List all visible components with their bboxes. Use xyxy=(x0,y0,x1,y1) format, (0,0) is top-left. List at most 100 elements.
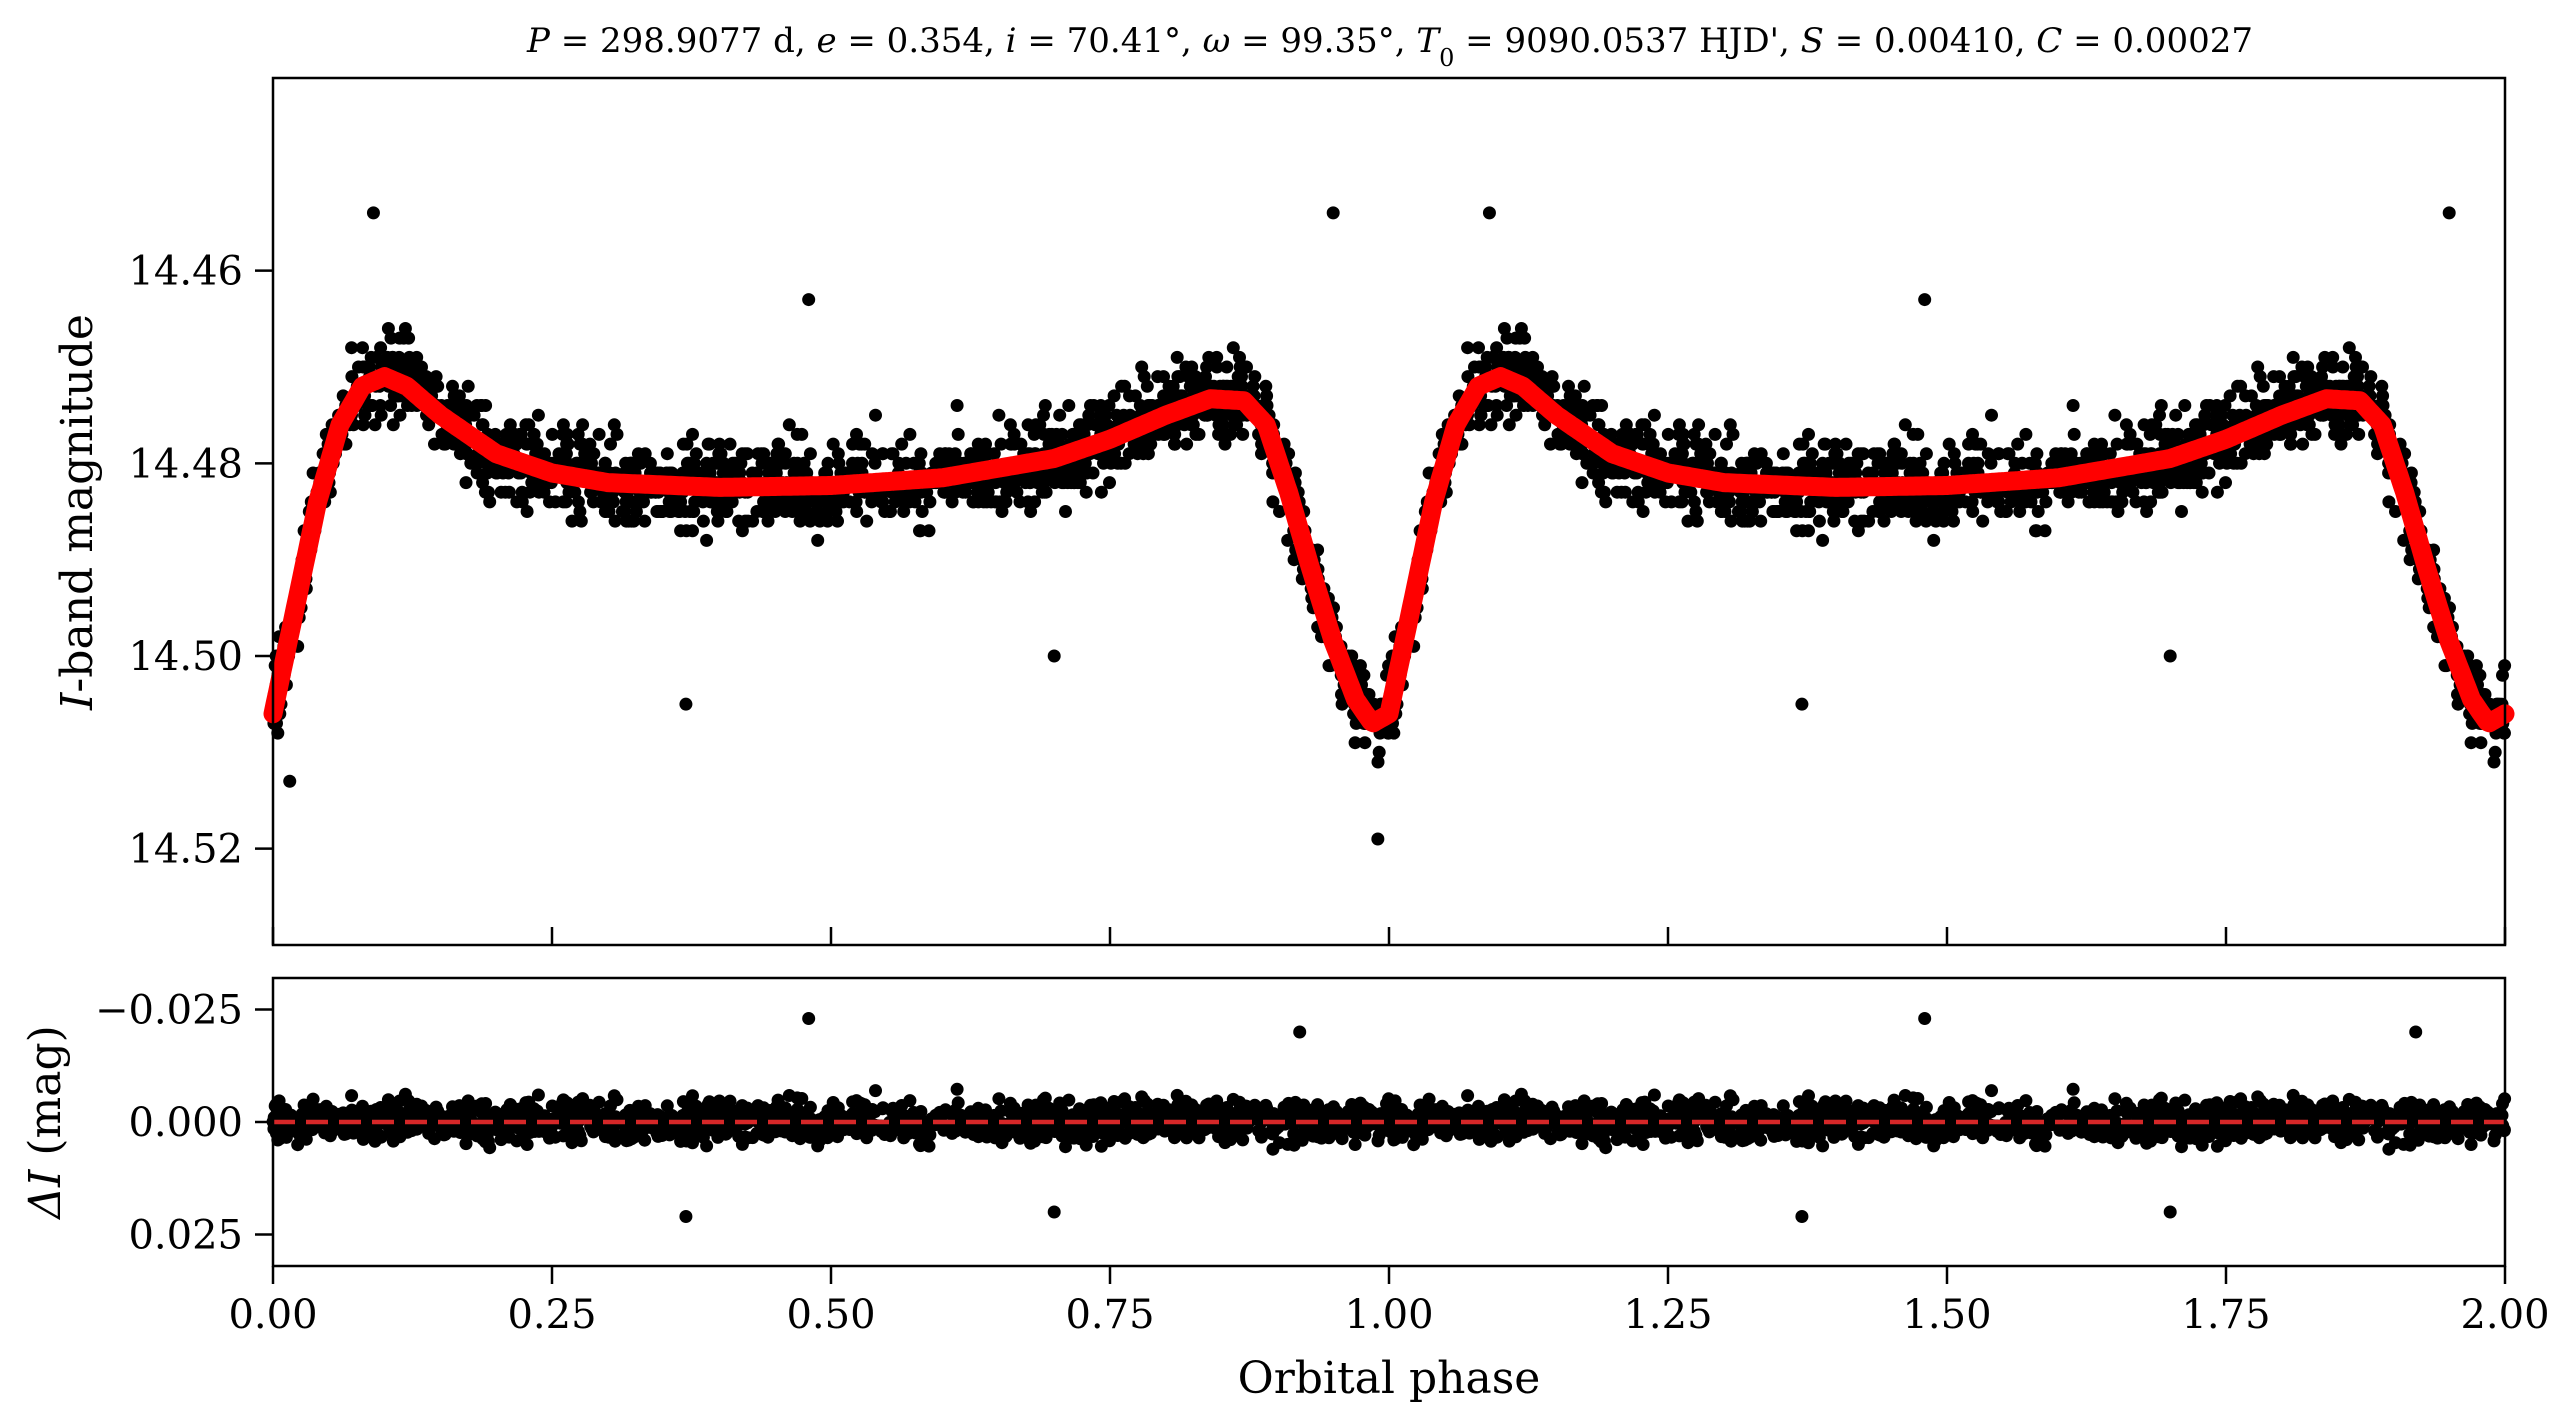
light-curve-point xyxy=(1994,505,2008,518)
light-curve-point xyxy=(570,456,584,470)
light-curve-point xyxy=(1828,437,1842,451)
light-curve-point xyxy=(2376,389,2390,403)
light-curve-point xyxy=(2260,437,2274,451)
light-curve-point xyxy=(1689,437,1703,451)
light-curve-point xyxy=(673,505,687,518)
light-curve-point xyxy=(1544,437,1557,451)
light-curve-point xyxy=(1168,427,1182,441)
light-curve-point xyxy=(1816,533,1830,547)
light-curve-point xyxy=(1140,379,1154,393)
light-curve-point xyxy=(1599,495,1613,509)
light-curve-point xyxy=(1985,408,1998,422)
light-curve-point xyxy=(1053,408,1067,422)
light-curve-point xyxy=(565,514,579,528)
light-curve-point xyxy=(510,437,523,451)
light-curve-point xyxy=(779,456,793,470)
light-curve-point xyxy=(1527,370,1541,384)
light-curve-point xyxy=(741,514,755,528)
light-curve-point xyxy=(1696,456,1710,470)
light-curve-point xyxy=(583,437,597,451)
light-curve-point xyxy=(1490,408,1504,422)
light-curve-point xyxy=(1062,399,1076,412)
light-curve-point xyxy=(2163,649,2177,663)
light-curve-point xyxy=(712,437,726,451)
light-curve-point xyxy=(813,514,827,528)
light-curve-point xyxy=(1248,370,1262,384)
light-curve-point xyxy=(2300,418,2314,432)
light-curve-point xyxy=(945,495,959,509)
light-curve-point xyxy=(1724,514,1738,528)
light-curve-point xyxy=(1562,379,1575,393)
light-curve-point xyxy=(449,437,463,451)
light-curve-point xyxy=(1547,379,1561,393)
light-curve-point xyxy=(655,505,669,518)
light-curve-point xyxy=(1631,495,1645,509)
light-curve-point xyxy=(1947,514,1960,528)
light-curve-point xyxy=(1266,495,1280,509)
light-curve-point xyxy=(2295,360,2309,374)
light-curve-point xyxy=(2082,495,2096,509)
light-curve-point xyxy=(398,322,412,335)
light-curve-point xyxy=(384,331,398,345)
light-curve-point xyxy=(769,466,783,480)
light-curve-point xyxy=(1689,505,1703,518)
residuals-panel: 0.00 0.25 0.50 0.75 1.00 1.25 1.50 1.75 2.00−0.0… xyxy=(20,976,2550,1338)
light-curve-point xyxy=(1037,427,1051,441)
light-curve-point xyxy=(686,427,699,441)
residual-point xyxy=(951,1096,965,1110)
light-curve-point xyxy=(792,466,806,480)
light-curve-point xyxy=(1220,360,1234,374)
light-curve-point xyxy=(1720,437,1733,451)
light-curve-point xyxy=(1024,505,1038,518)
light-curve-point xyxy=(688,495,702,509)
light-curve-point xyxy=(803,447,817,461)
light-curve-point xyxy=(445,399,458,412)
residual-point xyxy=(1992,1102,2005,1116)
residual-point xyxy=(1079,1138,1093,1152)
light-curve-point xyxy=(2129,495,2143,509)
light-curve-point xyxy=(608,514,622,528)
light-curve-point xyxy=(574,514,588,528)
light-curve-y-tick-label: 14.52 xyxy=(128,827,243,873)
light-curve-point xyxy=(429,370,443,384)
light-curve-point xyxy=(2296,437,2310,451)
light-curve-point xyxy=(895,437,909,451)
light-curve-point xyxy=(956,485,970,499)
light-curve-point xyxy=(461,379,475,393)
light-curve-y-tick-label: 14.50 xyxy=(128,634,243,680)
light-curve-point xyxy=(2282,379,2296,393)
light-curve-point xyxy=(1661,427,1675,441)
light-curve-point xyxy=(876,447,889,461)
light-curve-point xyxy=(1795,697,1809,711)
chart-title: P = 298.9077 d, e = 0.354, i = 70.41°, ω… xyxy=(526,21,2253,72)
light-curve-point xyxy=(1804,495,1818,509)
light-curve-point xyxy=(1478,360,1492,374)
light-curve-point xyxy=(1742,495,1756,509)
light-curve-point xyxy=(1789,505,1803,518)
light-curve-point xyxy=(2054,485,2068,499)
light-curve-point xyxy=(1128,389,1142,403)
light-curve-point xyxy=(701,437,715,451)
light-curve-point xyxy=(543,495,556,509)
residual-point xyxy=(2175,1140,2188,1154)
light-curve-point xyxy=(2284,437,2298,451)
light-curve-point xyxy=(2336,360,2350,374)
light-curve-point xyxy=(2334,427,2348,441)
light-curve-point xyxy=(2153,427,2167,441)
light-curve-point xyxy=(1228,418,1242,432)
light-curve-point xyxy=(2464,736,2478,750)
light-curve-point xyxy=(586,495,600,509)
light-curve-point xyxy=(1992,447,2005,461)
light-curve-point xyxy=(1817,437,1831,451)
light-curve-point xyxy=(951,427,965,441)
light-curve-point xyxy=(2039,495,2053,509)
light-curve-point xyxy=(356,418,370,432)
light-curve-point xyxy=(1908,495,1922,509)
light-curve-point xyxy=(1066,427,1080,441)
light-curve-point xyxy=(1233,350,1246,364)
light-curve-point xyxy=(679,697,693,711)
light-curve-point xyxy=(478,485,492,499)
light-curve-point xyxy=(1110,408,1124,422)
light-curve-point xyxy=(2315,370,2328,384)
light-curve-point xyxy=(802,293,816,307)
